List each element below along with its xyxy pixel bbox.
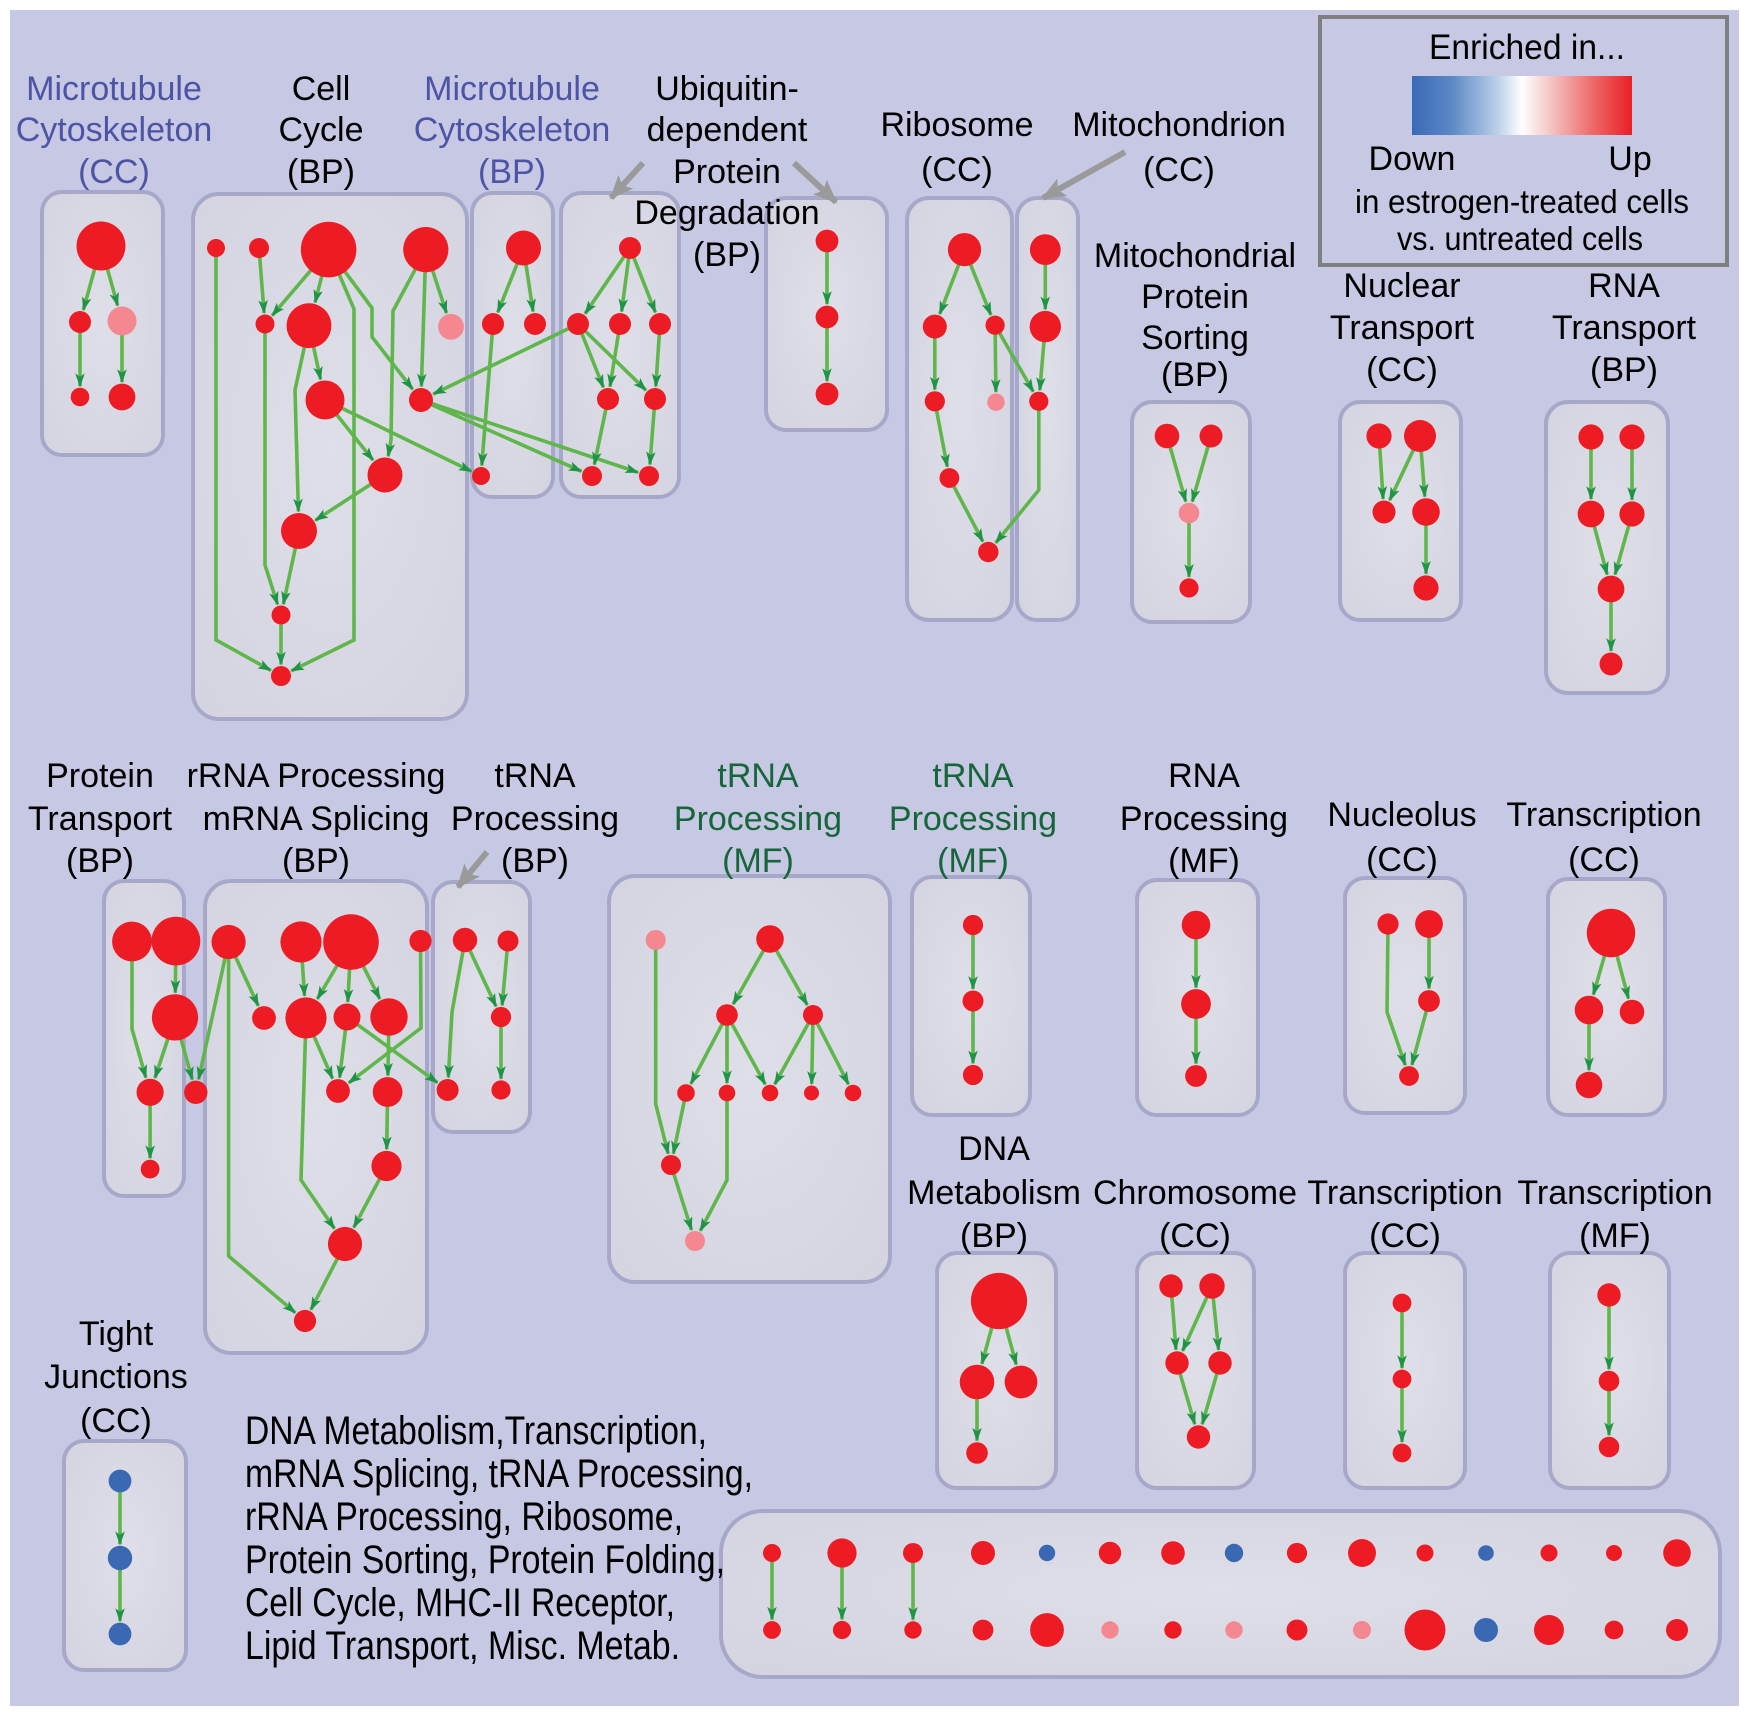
svg-text:(MF): (MF): [937, 842, 1009, 880]
svg-text:(BP): (BP): [693, 236, 761, 274]
svg-text:(CC): (CC): [1366, 351, 1438, 389]
svg-text:Degradation: Degradation: [634, 194, 819, 232]
svg-text:Cell: Cell: [292, 70, 351, 108]
svg-text:(CC): (CC): [1366, 841, 1438, 879]
svg-text:Transport: Transport: [1552, 309, 1697, 347]
svg-text:vs. untreated cells: vs. untreated cells: [1397, 220, 1643, 257]
svg-text:tRNA: tRNA: [717, 757, 799, 795]
svg-text:Microtubule: Microtubule: [26, 70, 202, 108]
svg-text:in estrogen-treated cells: in estrogen-treated cells: [1355, 183, 1689, 220]
svg-text:Tight: Tight: [79, 1315, 154, 1353]
svg-text:(CC): (CC): [1568, 841, 1640, 879]
svg-text:(CC): (CC): [921, 151, 993, 189]
svg-text:tRNA: tRNA: [932, 757, 1014, 795]
svg-text:Enriched in...: Enriched in...: [1429, 28, 1625, 67]
svg-text:Transport: Transport: [28, 800, 173, 838]
svg-text:(BP): (BP): [1590, 351, 1658, 389]
svg-text:(CC): (CC): [1369, 1217, 1441, 1255]
svg-text:(CC): (CC): [78, 153, 150, 191]
svg-text:Transcription: Transcription: [1517, 1174, 1712, 1212]
svg-text:Cytoskeleton: Cytoskeleton: [16, 111, 213, 149]
svg-text:Protein: Protein: [1141, 278, 1249, 316]
svg-text:Processing: Processing: [1120, 800, 1288, 838]
svg-text:Junctions: Junctions: [44, 1358, 188, 1396]
svg-text:Protein: Protein: [673, 153, 781, 191]
svg-text:(MF): (MF): [722, 842, 794, 880]
svg-text:DNA: DNA: [958, 1130, 1030, 1168]
svg-text:RNA: RNA: [1168, 757, 1240, 795]
svg-text:dependent: dependent: [647, 111, 808, 149]
svg-text:rRNA Processing, Ribosome,: rRNA Processing, Ribosome,: [245, 1495, 683, 1539]
svg-text:(CC): (CC): [80, 1402, 152, 1440]
svg-text:Protein Sorting, Protein Foldi: Protein Sorting, Protein Folding,: [245, 1538, 725, 1582]
svg-text:Down: Down: [1369, 140, 1456, 178]
svg-text:(BP): (BP): [501, 842, 569, 880]
svg-text:Lipid Transport, Misc. Metab.: Lipid Transport, Misc. Metab.: [245, 1624, 680, 1668]
svg-text:mRNA Splicing: mRNA Splicing: [203, 800, 430, 838]
svg-text:Mitochondrial: Mitochondrial: [1094, 237, 1296, 275]
svg-text:(BP): (BP): [66, 842, 134, 880]
svg-text:(BP): (BP): [282, 842, 350, 880]
svg-text:Protein: Protein: [46, 757, 154, 795]
svg-text:Transcription: Transcription: [1307, 1174, 1502, 1212]
svg-text:rRNA Processing: rRNA Processing: [187, 757, 446, 795]
svg-text:Microtubule: Microtubule: [424, 70, 600, 108]
svg-text:Cytoskeleton: Cytoskeleton: [414, 111, 611, 149]
svg-text:Processing: Processing: [889, 800, 1057, 838]
svg-text:(BP): (BP): [1161, 356, 1229, 394]
svg-text:(BP): (BP): [287, 153, 355, 191]
svg-text:(CC): (CC): [1159, 1217, 1231, 1255]
svg-text:Ribosome: Ribosome: [880, 106, 1033, 144]
svg-text:tRNA: tRNA: [494, 757, 576, 795]
svg-text:Transcription: Transcription: [1506, 796, 1701, 834]
svg-text:Processing: Processing: [451, 800, 619, 838]
svg-text:Metabolism: Metabolism: [907, 1174, 1081, 1212]
svg-text:(CC): (CC): [1143, 151, 1215, 189]
svg-text:Nucleolus: Nucleolus: [1327, 796, 1476, 834]
svg-text:(BP): (BP): [960, 1217, 1028, 1255]
svg-text:Up: Up: [1608, 140, 1651, 178]
svg-text:(MF): (MF): [1579, 1217, 1651, 1255]
svg-text:DNA Metabolism,Transcription,: DNA Metabolism,Transcription,: [245, 1409, 707, 1453]
svg-text:Sorting: Sorting: [1141, 319, 1249, 357]
svg-text:RNA: RNA: [1588, 267, 1660, 305]
svg-text:Cell Cycle, MHC-II Receptor,: Cell Cycle, MHC-II Receptor,: [245, 1581, 675, 1625]
svg-text:Processing: Processing: [674, 800, 842, 838]
svg-text:Nuclear: Nuclear: [1343, 267, 1460, 305]
svg-text:Cycle: Cycle: [278, 111, 363, 149]
svg-text:Chromosome: Chromosome: [1093, 1174, 1297, 1212]
svg-text:Ubiquitin-: Ubiquitin-: [655, 70, 799, 108]
svg-text:Mitochondrion: Mitochondrion: [1072, 106, 1286, 144]
svg-text:mRNA Splicing, tRNA Processing: mRNA Splicing, tRNA Processing,: [245, 1452, 753, 1496]
svg-text:(BP): (BP): [478, 153, 546, 191]
svg-text:(MF): (MF): [1168, 842, 1240, 880]
svg-text:Transport: Transport: [1330, 309, 1475, 347]
